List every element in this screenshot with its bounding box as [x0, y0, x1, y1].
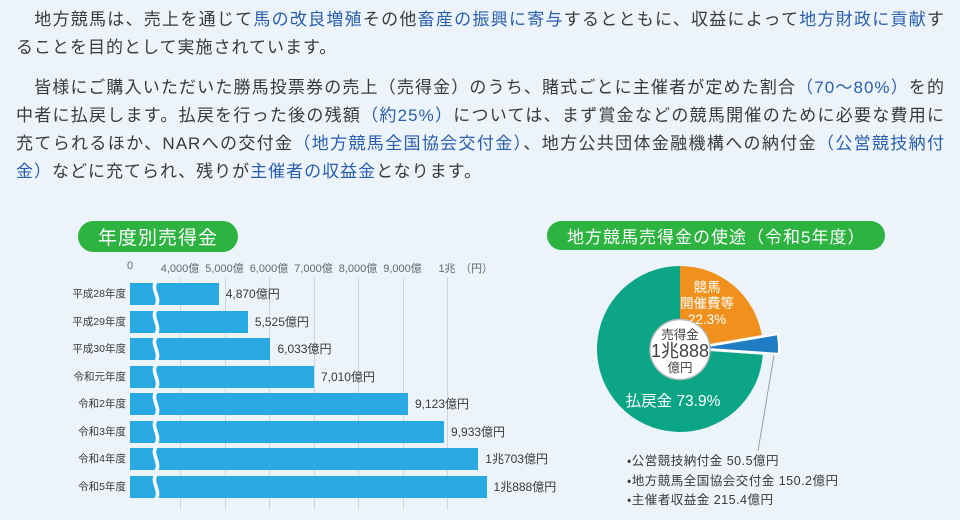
- bar-row-value-label: 9,933億円: [451, 424, 506, 439]
- bar-row-year-label: 令和2年度: [78, 398, 126, 410]
- body-text: 、地方公共団体金融機構への納付金: [523, 134, 817, 153]
- axis-break-wave-icon: [152, 446, 160, 472]
- highlighted-text: （約25%）: [361, 106, 454, 125]
- bar-row-value-label: 7,010億円: [320, 369, 375, 384]
- pie-center-label-line1: 売得金: [661, 327, 699, 342]
- pie-slice-label-orange-pct: 22.3%: [688, 312, 726, 327]
- body-text: となります。: [376, 162, 482, 181]
- highlighted-text: （70〜80%）: [796, 78, 909, 97]
- pie-leader-line: [757, 354, 775, 452]
- bar-row-bar: [130, 283, 219, 305]
- bar-row-year-label: 平成28年度: [72, 288, 126, 300]
- bar-row-bar: [130, 393, 408, 415]
- bar-row-bar: [130, 310, 248, 333]
- bar-row-bar: [130, 475, 487, 498]
- pie-center-label-line2: 1兆888: [651, 341, 709, 361]
- bar-chart-axis-tick: 5,000億: [205, 263, 244, 275]
- axis-break-wave-icon: [152, 308, 160, 335]
- axis-break-wave-icon: [152, 363, 160, 390]
- highlighted-text: （地方競馬全国協会交付金）: [293, 134, 524, 153]
- axis-break-wave-icon: [152, 418, 160, 445]
- bar-row-bar: [130, 338, 271, 360]
- bar-row-year-label: 令和元年度: [73, 370, 127, 383]
- bar-row-bar: [130, 420, 445, 443]
- axis-break-wave-icon: [152, 336, 160, 362]
- highlighted-text: 主催者の収益金: [250, 162, 377, 181]
- bar-row-year-label: 令和4年度: [78, 453, 126, 465]
- bar-chart-axis-tick: 0: [126, 260, 134, 272]
- bar-row-year-label: 令和3年度: [78, 425, 126, 438]
- bar-row-bar: [130, 448, 479, 470]
- bar-chart-axis-tick: 4,000億: [160, 263, 200, 275]
- bar-row-value-label: 6,033億円: [277, 342, 332, 356]
- pie-center-circle: [649, 318, 711, 381]
- intro-paragraph-1: 地方競馬は、売上を通じて馬の改良増殖その他畜産の振興に寄与するとともに、収益によ…: [16, 6, 945, 62]
- pie-center-label-line3: 億円: [667, 361, 692, 375]
- axis-break-wave-icon: [152, 391, 160, 417]
- pie-callout-item: ・公営競技納付金 50.5億円: [627, 454, 780, 468]
- bar-row-year-label: 令和5年度: [78, 480, 126, 493]
- body-text: するとともに、収益によって: [563, 10, 800, 29]
- highlighted-text: 畜産の振興に寄与: [417, 10, 564, 29]
- bar-row-value-label: 1兆703億円: [485, 452, 548, 466]
- bar-row-value-label: 1兆888億円: [493, 479, 557, 494]
- bar-chart-axis-tick: 8,000億: [338, 263, 378, 275]
- body-text: などに充てられ、残りが: [52, 162, 251, 181]
- bar-chart-axis-unit: （円）: [460, 263, 493, 275]
- body-text: その他: [362, 10, 418, 29]
- highlighted-text: 地方財政に貢献: [799, 10, 928, 29]
- highlighted-text: （公営競技納付金）: [16, 134, 946, 181]
- bar-chart-axis-tick: 7,000億: [294, 263, 333, 275]
- body-text: については、まず賞金などの競馬開催のために必要な費用に充てられるほか、NARへの…: [16, 106, 945, 153]
- pie-callout-item: ・主催者収益金 215.4億円: [627, 493, 774, 507]
- intro-paragraph-2: 皆様にご購入いただいた勝馬投票券の売上（売得金）のうち、賭式ごとに主催者が定めた…: [16, 74, 945, 186]
- pie-slice-label-keiba: 競馬: [694, 280, 721, 295]
- pie-callout-list: ・公営競技納付金 50.5億円・地方競馬全国協会交付金 150.2億円 ・主催者収…: [627, 452, 839, 511]
- axis-break-wave-icon: [152, 473, 160, 500]
- body-text: 皆様にご購入いただいた勝馬投票券の売上（売得金）のうち、賭式ごとに主催者が定めた…: [16, 78, 797, 97]
- body-text: 地方競馬は、売上を通じて: [16, 10, 254, 29]
- bar-row-bar: [130, 365, 314, 388]
- bar-row-value-label: 5,525億円: [254, 314, 309, 329]
- bar-chart-gridline: [447, 277, 448, 510]
- axis-break-wave-icon: [152, 281, 160, 307]
- pie-slice-label-haraimodoshi: 払戻金 73.9%: [626, 392, 721, 410]
- bar-chart-title-badge: 年度別売得金: [78, 221, 239, 252]
- highlighted-text: 馬の改良増殖: [253, 10, 363, 29]
- pie-slice-納付金・交付金・収益金: [695, 333, 780, 355]
- pie-slice-label-kaisaihi: 開催費等: [680, 295, 734, 311]
- body-text: を的中者に払戻します。払戻を行った後の残額: [16, 78, 946, 125]
- bar-row-year-label: 平成29年度: [72, 315, 126, 328]
- bar-row-value-label: 9,123億円: [414, 397, 469, 411]
- pie-chart-title-badge: 地方競馬売得金の使途（令和5年度）: [547, 221, 886, 250]
- body-text: することを目的として実施されています。: [16, 10, 946, 57]
- pie-callout-item: ・地方競馬全国協会交付金 150.2億円: [627, 473, 839, 488]
- bar-chart-axis-tick: 1兆: [438, 263, 456, 275]
- bar-chart-axis-tick: 6,000億: [249, 263, 289, 275]
- bar-row-value-label: 4,870億円: [225, 287, 280, 301]
- bar-chart-axis-tick: 9,000億: [383, 263, 422, 275]
- intro-text: 地方競馬は、売上を通じて馬の改良増殖その他畜産の振興に寄与するとともに、収益によ…: [16, 6, 945, 198]
- bar-row-year-label: 平成30年度: [72, 343, 126, 355]
- pie-chart: 競馬 開催費等 22.3% 払戻金 73.9% 売得金 1兆888 億円: [596, 266, 780, 452]
